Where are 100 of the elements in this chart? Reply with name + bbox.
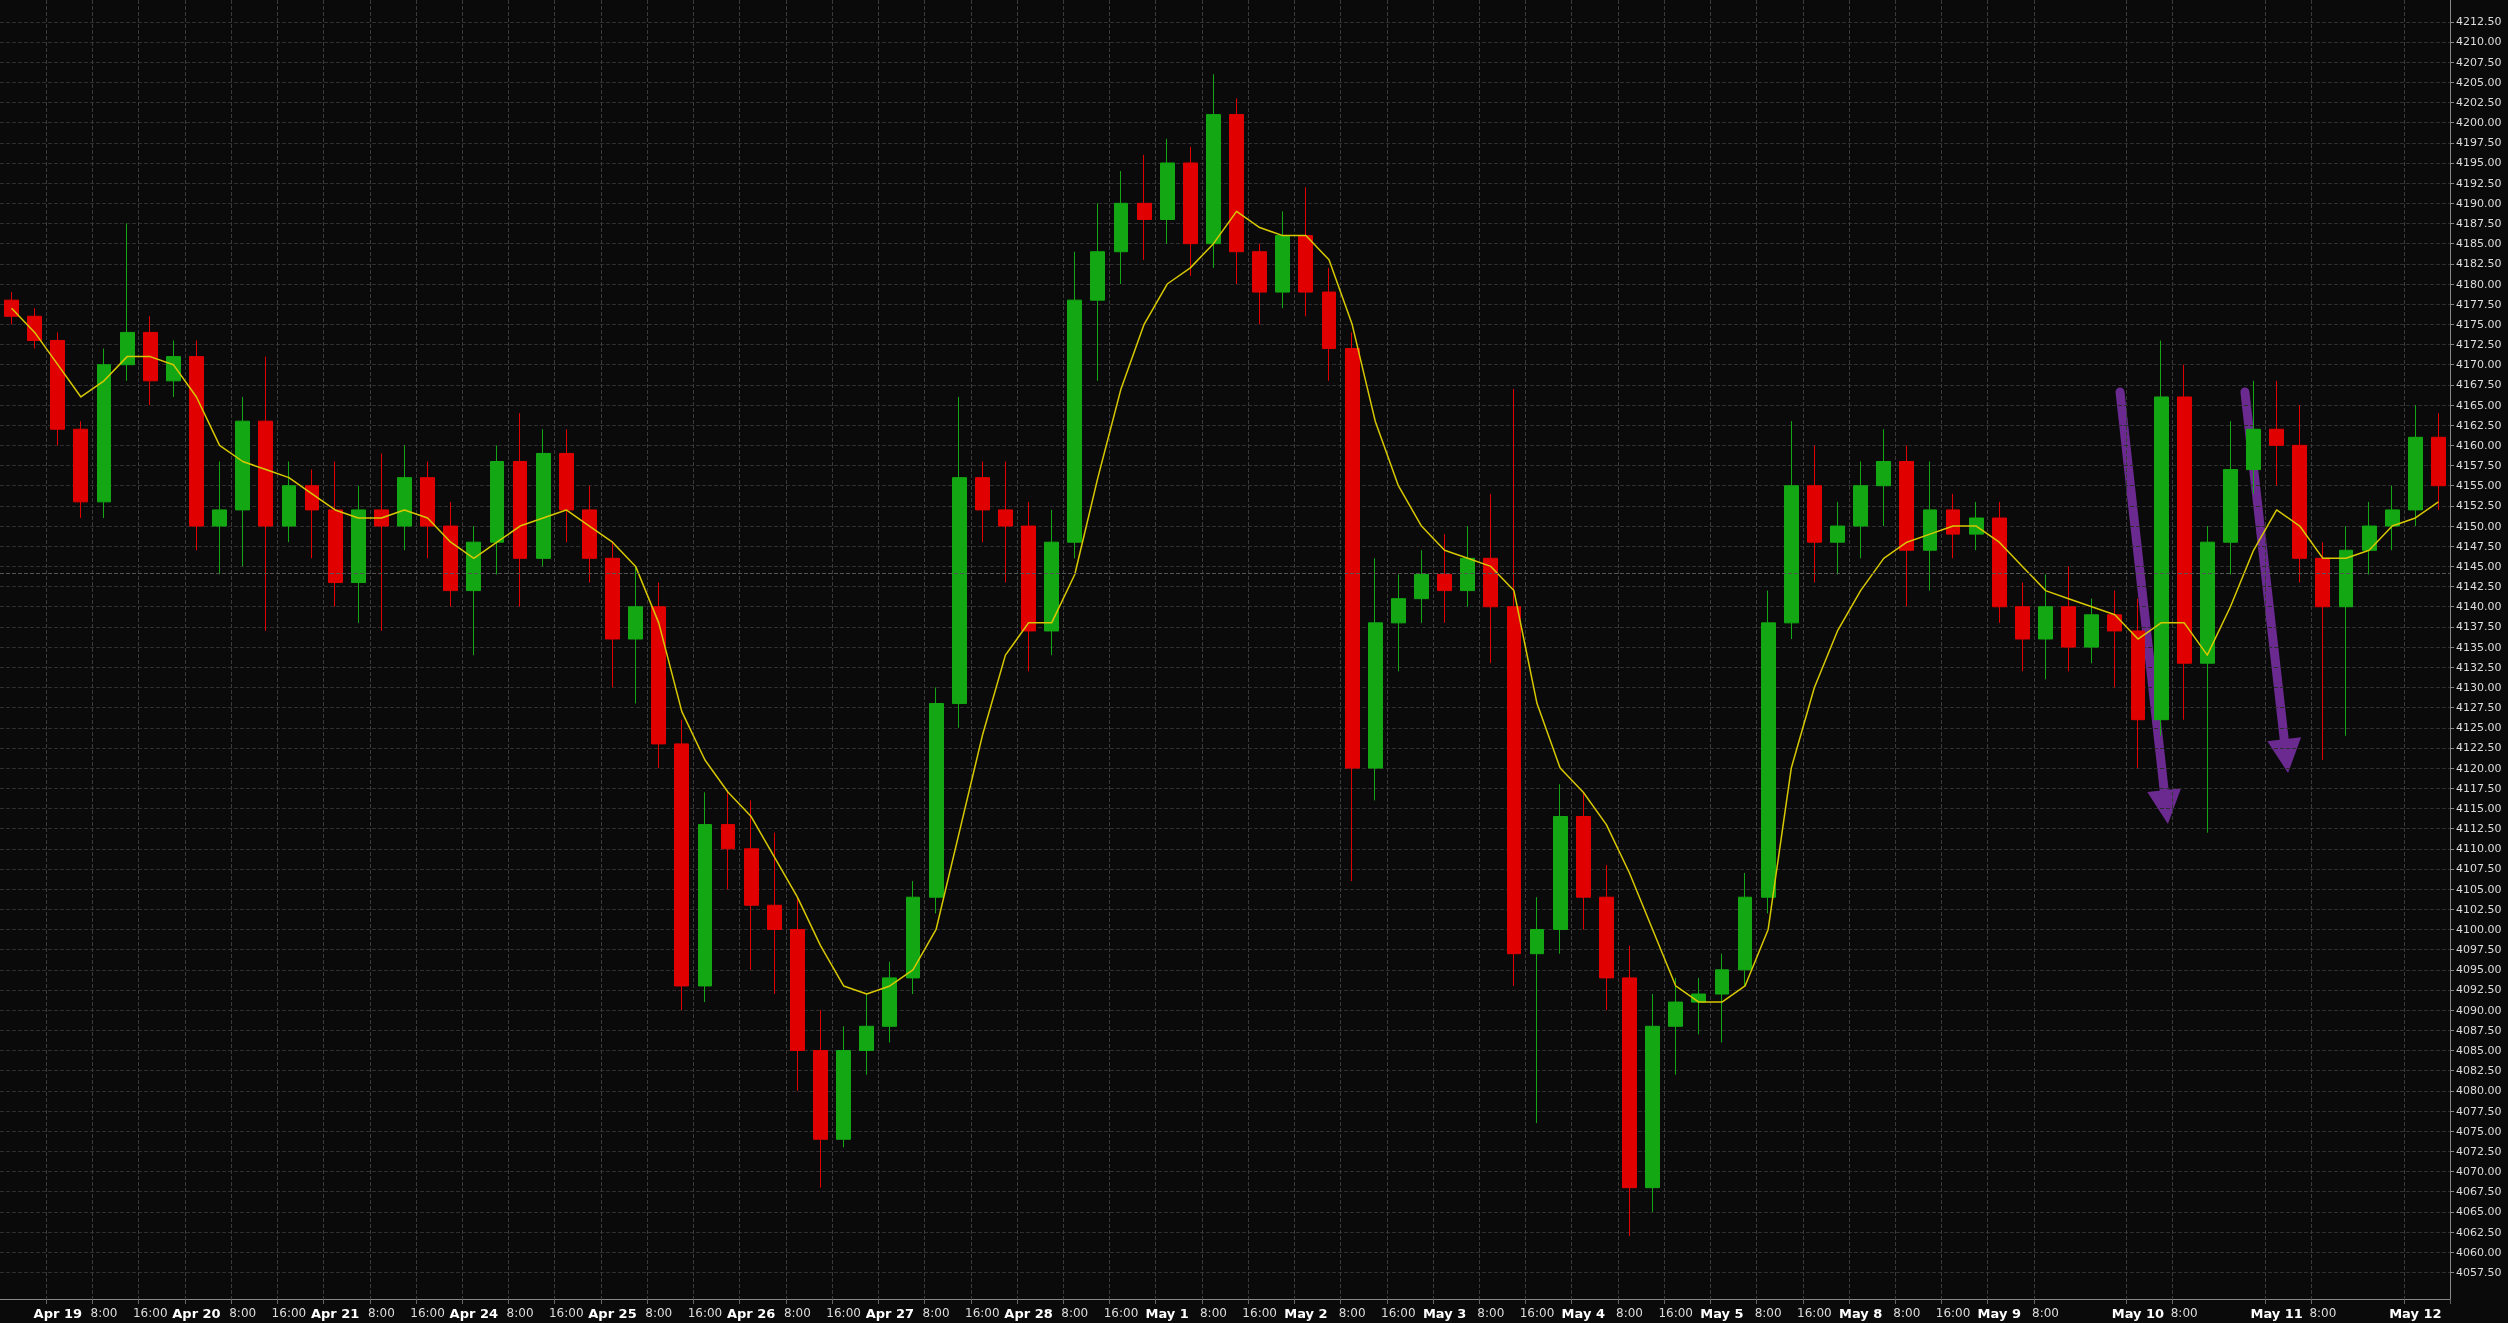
- candlestick: [2269, 380, 2284, 487]
- y-tick-label: 4157.50: [2456, 459, 2502, 473]
- candlestick: [929, 686, 944, 914]
- x-tick-label: 8:00: [1061, 1306, 1089, 1320]
- y-tick-label: 4160.00: [2456, 438, 2502, 452]
- candlestick: [744, 799, 759, 971]
- y-tick-label: 4122.50: [2456, 741, 2502, 755]
- candlestick: [1715, 953, 1729, 1043]
- x-tick-label: Apr 27: [865, 1306, 915, 1321]
- y-tick-label: 4207.50: [2456, 55, 2502, 69]
- y-tick-label: 4070.00: [2456, 1165, 2502, 1179]
- candlestick: [1483, 493, 1498, 664]
- y-tick-label: 4150.00: [2456, 519, 2502, 533]
- y-tick-label: 4087.50: [2456, 1023, 2502, 1037]
- x-tick-label: Apr 19: [33, 1306, 82, 1321]
- candlestick: [2131, 598, 2145, 769]
- x-tick-label: 8:00: [1477, 1306, 1505, 1320]
- y-tick-label: 4195.00: [2456, 156, 2502, 170]
- candlestick: [2385, 485, 2400, 551]
- y-tick-label: 4132.50: [2456, 660, 2502, 674]
- y-tick-label: 4212.50: [2456, 15, 2502, 29]
- y-tick-label: 4182.50: [2456, 257, 2502, 271]
- y-tick-label: 4125.00: [2456, 721, 2502, 735]
- x-tick-label: 16:00: [410, 1306, 445, 1320]
- y-tick-label: 4140.00: [2456, 600, 2502, 614]
- y-tick-label: 4057.50: [2456, 1265, 2502, 1279]
- x-tick-label: Apr 26: [726, 1306, 776, 1321]
- x-tick-label: 8:00: [1616, 1306, 1643, 1320]
- candlestick: [166, 339, 181, 398]
- x-tick-label: 16:00: [1935, 1306, 1971, 1320]
- x-tick-label: 16:00: [271, 1306, 307, 1320]
- x-tick-label: Apr 21: [310, 1306, 360, 1321]
- x-tick-label: 16:00: [1658, 1306, 1693, 1320]
- candlestick: [1599, 864, 1614, 1011]
- candlestick: [2339, 525, 2353, 737]
- x-tick-label: May 10: [2111, 1306, 2165, 1321]
- x-tick-label: May 11: [2250, 1306, 2303, 1321]
- candlestick: [2431, 412, 2446, 511]
- candlestick: [1460, 525, 1475, 608]
- x-tick-label: May 2: [1284, 1306, 1328, 1321]
- y-tick-label: 4200.00: [2456, 116, 2502, 130]
- y-tick-label: 4145.00: [2456, 559, 2502, 573]
- x-tick-label: 16:00: [687, 1306, 723, 1320]
- candlestick: [605, 541, 620, 688]
- y-tick-label: 4165.00: [2456, 398, 2502, 412]
- candlestick: [1923, 461, 1937, 592]
- candlestick: [2177, 364, 2192, 721]
- x-tick-label: 8:00: [90, 1306, 118, 1320]
- x-tick-label: 8:00: [1199, 1306, 1227, 1320]
- candlestick: [1322, 267, 1336, 382]
- y-tick-label: 4197.50: [2456, 136, 2502, 150]
- candlestick: [212, 461, 227, 575]
- candlestick: [721, 791, 735, 890]
- y-tick-label: 4085.00: [2456, 1044, 2502, 1057]
- x-tick-label: May 8: [1838, 1306, 1883, 1321]
- x-tick-label: Apr 28: [1004, 1306, 1053, 1321]
- candlestick: [1622, 945, 1637, 1237]
- candlestick: [27, 307, 42, 350]
- candlestick: [351, 485, 366, 624]
- x-tick-label: May 12: [2389, 1306, 2442, 1321]
- y-tick-label: 4075.00: [2456, 1124, 2502, 1138]
- x-tick-label: 8:00: [2032, 1306, 2059, 1320]
- candlestick: [2107, 590, 2122, 688]
- candlestick: [790, 896, 805, 1092]
- y-tick-label: 4100.00: [2456, 922, 2502, 936]
- candlestick: [1876, 428, 1891, 527]
- candlestick: [952, 396, 967, 729]
- candlestick: [1090, 202, 1105, 382]
- candlestick: [767, 832, 782, 995]
- candlestick: [420, 461, 435, 559]
- candlestick: [859, 993, 874, 1076]
- candlestick: [2292, 404, 2307, 584]
- candlestick: [513, 412, 527, 608]
- x-tick-label: 16:00: [1797, 1306, 1832, 1320]
- candlestick: [1067, 251, 1082, 559]
- candlestick: [2061, 565, 2076, 672]
- candlestick: [2246, 380, 2261, 495]
- y-tick-label: 4185.00: [2456, 237, 2502, 251]
- candlestick: [258, 356, 273, 632]
- candlestick: [282, 461, 296, 543]
- candlestick: [882, 961, 897, 1043]
- y-tick-label: 4090.00: [2456, 1003, 2502, 1017]
- candlestick: [143, 315, 158, 406]
- candlestick: [1345, 331, 1360, 882]
- candlestick: [2015, 582, 2030, 672]
- y-tick-label: 4062.50: [2456, 1225, 2502, 1239]
- candlestick: [397, 444, 412, 551]
- y-tick-label: 4065.00: [2456, 1205, 2502, 1219]
- y-tick-label: 4067.50: [2456, 1185, 2502, 1199]
- y-tick-label: 4210.00: [2456, 35, 2502, 49]
- y-tick-label: 4110.00: [2456, 842, 2502, 856]
- candlestick: [1414, 549, 1429, 624]
- candlestick: [1784, 420, 1799, 640]
- y-tick-label: 4162.50: [2456, 418, 2502, 432]
- x-tick-label: 16:00: [132, 1306, 168, 1320]
- y-tick-label: 4135.00: [2456, 640, 2502, 654]
- candlestick: [1553, 783, 1568, 955]
- y-tick-label: 4120.00: [2456, 761, 2502, 775]
- y-tick-label: 4177.50: [2456, 297, 2502, 311]
- x-tick-label: 8:00: [1754, 1306, 1782, 1320]
